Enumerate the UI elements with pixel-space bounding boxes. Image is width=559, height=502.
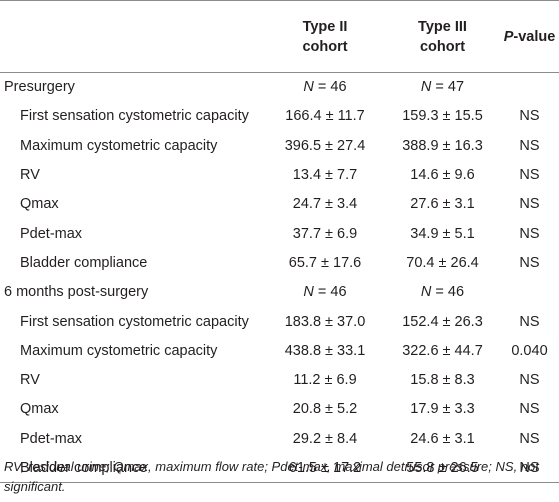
row-type-ii-value: 37.7 ± 6.9 (292, 225, 358, 242)
row-type-ii-value: 396.5 ± 27.4 (284, 137, 366, 154)
row-p-value: NS (519, 137, 540, 154)
section-title: Presurgery (4, 79, 75, 96)
section-p-empty (500, 278, 559, 307)
n-value: = 46 (313, 284, 347, 301)
table-row: Maximum cystometric capacity 396.5 ± 27.4… (0, 131, 559, 160)
row-label: RV (20, 167, 40, 184)
row-p-value: NS (519, 196, 540, 213)
header-empty (0, 1, 265, 73)
row-p-value: NS (519, 372, 540, 389)
section-title: 6 months post-surgery (4, 284, 149, 301)
table-row: Bladder compliance 61.5 ± 17.2 55.8 ± 26.5… (0, 453, 559, 482)
row-p-value: NS (519, 225, 540, 242)
row-p-value: NS (519, 167, 540, 184)
table-row: First sensation cystometric capacity 183.… (0, 307, 559, 336)
table-footnote: RV, residual urine; Qmax, maximum flow r… (4, 459, 539, 494)
row-label: Pdet-max (20, 225, 83, 242)
row-type-ii-value: 65.7 ± 17.6 (288, 254, 362, 271)
header-type-ii: Type II cohort (265, 1, 385, 73)
header-type-iii-line1: Type III (418, 18, 467, 35)
header-type-ii-line2: cohort (302, 38, 348, 55)
row-type-ii-value: 29.2 ± 8.4 (292, 430, 358, 447)
row-p-value: NS (519, 108, 540, 125)
n-value: = 46 (431, 284, 465, 301)
table-row: RV 11.2 ± 6.9 15.8 ± 8.3 NS (0, 365, 559, 394)
row-p-value: 0.040 (511, 342, 548, 359)
row-label: Qmax (20, 196, 59, 213)
n-value: = 47 (431, 79, 465, 96)
section-n-type-iii: N = 47 (385, 73, 500, 102)
header-type-iii: Type III cohort (385, 1, 500, 73)
row-type-ii-value: 11.2 ± 6.9 (293, 372, 357, 389)
row-type-ii-value: 61.5 ± 17.2 (288, 459, 362, 476)
row-type-ii-value: 166.4 ± 11.7 (285, 108, 365, 125)
section-n-type-ii: N = 46 (265, 278, 385, 307)
row-type-iii-value: 159.3 ± 15.5 (402, 108, 483, 125)
results-table: Type II cohort Type III cohort P-value P… (0, 0, 559, 483)
section-n-type-ii: N = 46 (265, 73, 385, 102)
row-p-value: NS (519, 254, 540, 271)
row-label: First sensation cystometric capacity (20, 108, 249, 125)
row-type-iii-value: 152.4 ± 26.3 (402, 313, 483, 330)
row-p-value: NS (519, 459, 540, 476)
row-label: RV (20, 372, 40, 389)
row-type-ii-value: 20.8 ± 5.2 (292, 401, 358, 418)
header-p-value: P-value (500, 1, 559, 73)
row-type-ii-value: 183.8 ± 37.0 (284, 313, 366, 330)
n-symbol: N (420, 284, 432, 301)
row-label: Maximum cystometric capacity (20, 137, 218, 154)
row-label: Qmax (20, 401, 59, 418)
header-row: Type II cohort Type III cohort P-value (0, 1, 559, 73)
header-type-ii-line1: Type II (302, 18, 348, 35)
row-type-ii-value: 24.7 ± 3.4 (292, 196, 358, 213)
row-p-value: NS (519, 430, 540, 447)
row-p-value: NS (519, 401, 540, 418)
row-type-iii-value: 27.6 ± 3.1 (410, 196, 475, 213)
table-row: RV 13.4 ± 7.7 14.6 ± 9.6 NS (0, 160, 559, 189)
row-type-ii-value: 438.8 ± 33.1 (284, 342, 366, 359)
row-type-iii-value: 15.8 ± 8.3 (410, 372, 475, 389)
table-body: Presurgery N = 46 N = 47 First sensation cy… (0, 73, 559, 483)
header-p-rest: -value (513, 28, 556, 45)
row-type-iii-value: 34.9 ± 5.1 (410, 225, 475, 242)
section-row: Presurgery N = 46 N = 47 (0, 73, 559, 102)
section-row: 6 months post-surgery N = 46 N = 46 (0, 278, 559, 307)
table-row: Qmax 20.8 ± 5.2 17.9 ± 3.3 NS (0, 395, 559, 424)
row-type-ii-value: 13.4 ± 7.7 (292, 167, 358, 184)
table-row: Bladder compliance 65.7 ± 17.6 70.4 ± 26.4… (0, 248, 559, 277)
row-label: Maximum cystometric capacity (20, 342, 218, 359)
header-p-italic: P (503, 28, 514, 45)
table-row: Pdet-max 37.7 ± 6.9 34.9 ± 5.1 NS (0, 219, 559, 248)
table-row: Maximum cystometric capacity 438.8 ± 33.1… (0, 336, 559, 365)
row-label: Bladder compliance (20, 254, 148, 271)
n-value: = 46 (313, 79, 347, 96)
row-type-iii-value: 322.6 ± 44.7 (402, 342, 483, 359)
n-symbol: N (420, 79, 432, 96)
row-type-iii-value: 14.6 ± 9.6 (410, 167, 475, 184)
table-row: Qmax 24.7 ± 3.4 27.6 ± 3.1 NS (0, 190, 559, 219)
section-p-empty (500, 73, 559, 102)
row-type-iii-value: 388.9 ± 16.3 (402, 137, 483, 154)
row-type-iii-value: 55.8 ± 26.5 (406, 459, 479, 476)
row-label: Pdet-max (20, 430, 83, 447)
n-symbol: N (303, 284, 314, 301)
row-type-iii-value: 24.6 ± 3.1 (410, 430, 475, 447)
table-row: First sensation cystometric capacity 166.… (0, 102, 559, 131)
table-header: Type II cohort Type III cohort P-value (0, 0, 559, 73)
n-symbol: N (303, 79, 314, 96)
row-type-iii-value: 70.4 ± 26.4 (406, 254, 479, 271)
table-row: Pdet-max 29.2 ± 8.4 24.6 ± 3.1 NS (0, 424, 559, 453)
row-label: First sensation cystometric capacity (20, 313, 249, 330)
row-p-value: NS (519, 313, 540, 330)
header-type-iii-line2: cohort (419, 38, 466, 55)
row-type-iii-value: 17.9 ± 3.3 (410, 401, 475, 418)
section-n-type-iii: N = 46 (385, 278, 500, 307)
row-label: Bladder compliance (20, 459, 148, 476)
